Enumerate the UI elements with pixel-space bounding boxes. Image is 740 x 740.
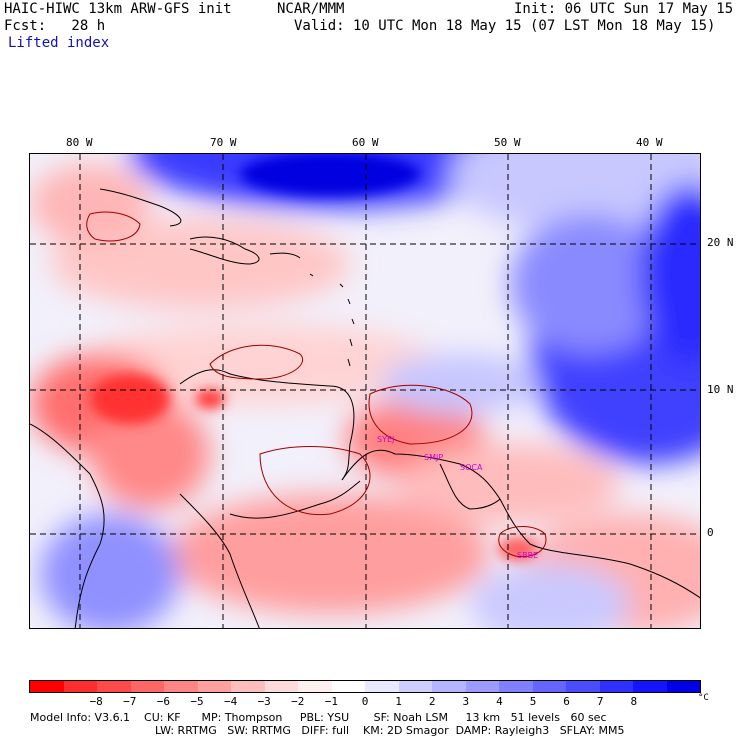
station-smjp: SMJP	[424, 453, 444, 462]
colorbar-segment	[432, 681, 466, 692]
colorbar-tick-label: −2	[291, 695, 305, 708]
colorbar-segment	[633, 681, 667, 692]
colorbar-tick-label: 3	[462, 695, 470, 708]
colorbar-tick-label: −6	[156, 695, 171, 708]
lon-label-60w: 60 W	[352, 136, 379, 149]
map-panel: SYEJ SMJP SOCA SBBE	[29, 153, 701, 629]
model-info-line2: LW: RRTMG SW: RRTMG DIFF: full KM: 2D Sm…	[155, 724, 625, 737]
colorbar-tick-label: 2	[428, 695, 436, 708]
colorbar-segment	[130, 681, 164, 692]
colorbar-segment	[566, 681, 600, 692]
lat-label-10n: 10 N	[707, 383, 734, 396]
colorbar-segment	[197, 681, 231, 692]
colorbar-tick-label: −5	[190, 695, 204, 708]
colorbar-segment	[30, 681, 64, 692]
colorbar-segment	[97, 681, 131, 692]
colorbar-tick-label: −7	[123, 695, 137, 708]
valid-time: Valid: 10 UTC Mon 18 May 15 (07 LST Mon …	[294, 18, 716, 34]
colorbar-tick-label: 5	[529, 695, 537, 708]
colorbar-tick-label: −8	[89, 695, 103, 708]
colorbar-segment	[331, 681, 365, 692]
colorbar-segment	[398, 681, 432, 692]
colorbar-tick-label: −4	[223, 695, 238, 708]
model-info-line1: Model Info: V3.6.1 CU: KF MP: Thompson P…	[30, 711, 607, 724]
colorbar-segment	[63, 681, 97, 692]
colorbar-tick-label: 7	[596, 695, 604, 708]
colorbar-segment	[365, 681, 399, 692]
colorbar-tick-label: −3	[257, 695, 271, 708]
colorbar-segment	[599, 681, 633, 692]
colorbar-segment	[532, 681, 566, 692]
colorbar-tick-label: 6	[563, 695, 570, 708]
colorbar	[29, 680, 701, 693]
colorbar-segment	[666, 681, 700, 692]
lifted-index-field	[30, 154, 700, 628]
center-label: NCAR/MMM	[277, 1, 345, 17]
forecast-hour: Fcst: 28 h	[4, 18, 106, 34]
station-soca: SOCA	[460, 463, 483, 472]
colorbar-tick-label: 4	[496, 695, 503, 708]
colorbar-segment	[231, 681, 265, 692]
station-syej: SYEJ	[377, 435, 395, 444]
lon-label-80w: 80 W	[66, 136, 93, 149]
colorbar-tick-label: 0	[361, 695, 369, 708]
init-time: Init: 06 UTC Sun 17 May 15	[514, 1, 734, 17]
lon-label-70w: 70 W	[210, 136, 237, 149]
lat-label-0: 0	[707, 526, 714, 539]
lat-label-20n: 20 N	[707, 236, 734, 249]
lon-label-50w: 50 W	[494, 136, 521, 149]
colorbar-segment	[264, 681, 298, 692]
colorbar-unit: °C	[698, 693, 709, 703]
colorbar-segment	[465, 681, 499, 692]
colorbar-segment	[298, 681, 332, 692]
model-title: HAIC-HIWC 13km ARW-GFS init	[4, 1, 232, 17]
colorbar-tick-label: −1	[324, 695, 339, 708]
colorbar-tick-label: 1	[395, 695, 402, 708]
lon-label-40w: 40 W	[636, 136, 663, 149]
colorbar-tick-label: 8	[630, 695, 638, 708]
field-name: Lifted index	[8, 35, 110, 51]
colorbar-segment	[164, 681, 198, 692]
station-sbbe: SBBE	[517, 551, 539, 560]
colorbar-segment	[499, 681, 533, 692]
